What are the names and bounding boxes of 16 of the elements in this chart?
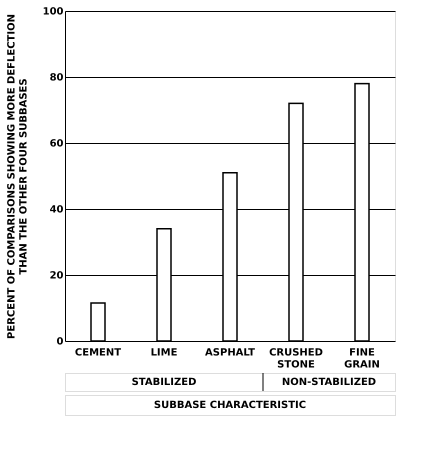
y-tick-label: 20 [50, 270, 64, 282]
x-tick-label: CRUSHED STONE [269, 348, 323, 370]
bar [90, 302, 106, 342]
y-tick-label: 80 [50, 72, 64, 84]
y-tick-label: 40 [50, 204, 64, 216]
text: NON-STABILIZED [282, 377, 376, 388]
y-axis-title: PERCENT OF COMPARISONS SHOWING MORE DEFLECTION THAN THE OTHER FOUR SUBBASES [6, 14, 30, 339]
x-tick-label: LIME [150, 348, 178, 358]
y-tick-label: 100 [42, 6, 64, 18]
y-tick-label: 60 [50, 138, 64, 150]
x-axis-title: SUBBASE CHARACTERISTIC [154, 400, 306, 411]
x-tick-label: CEMENT [74, 348, 122, 358]
y-tick-label: 0 [56, 336, 64, 348]
text: STABILIZED [132, 377, 196, 388]
x-tick-label: ASPHALT [205, 348, 256, 358]
x-tick-label: FINE GRAIN [344, 348, 380, 370]
